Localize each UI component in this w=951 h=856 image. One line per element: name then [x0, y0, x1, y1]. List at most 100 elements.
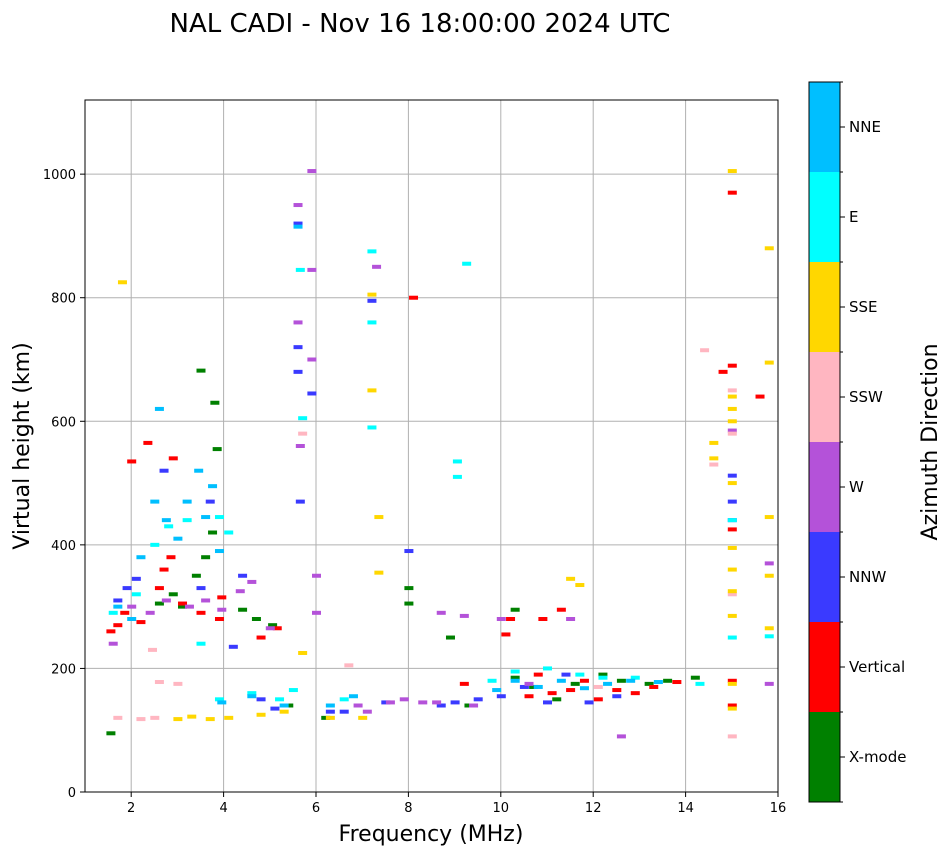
data-point	[298, 416, 308, 421]
data-point	[672, 680, 682, 685]
data-point	[214, 697, 224, 702]
data-point	[131, 576, 141, 581]
data-point	[191, 573, 201, 578]
data-point	[127, 459, 137, 464]
data-point	[196, 368, 206, 373]
data-point	[367, 388, 377, 393]
data-point	[727, 545, 737, 550]
data-point	[566, 576, 576, 581]
colorbar-tick-label: NNE	[849, 118, 881, 136]
data-point	[764, 634, 774, 639]
data-point	[150, 542, 160, 547]
data-point	[201, 598, 211, 603]
series-w	[108, 169, 774, 739]
data-point	[727, 681, 737, 686]
data-point	[217, 595, 227, 600]
data-point	[612, 688, 622, 693]
data-point	[644, 681, 654, 686]
data-point	[404, 586, 414, 591]
y-tick-label: 600	[51, 415, 76, 430]
data-point	[718, 369, 728, 374]
series-nnw	[113, 221, 737, 714]
data-point	[496, 694, 506, 699]
data-point	[727, 169, 737, 174]
data-point	[147, 647, 157, 652]
data-point	[727, 703, 737, 708]
data-point	[288, 688, 298, 693]
data-point	[228, 644, 238, 649]
data-point	[293, 369, 303, 374]
data-point	[187, 714, 197, 719]
data-point	[764, 246, 774, 251]
data-point	[436, 610, 446, 615]
colorbar-tick-label: SSW	[849, 388, 883, 406]
data-points	[106, 169, 774, 739]
x-tick-label: 12	[585, 801, 602, 816]
data-point	[108, 641, 118, 646]
data-point	[510, 675, 520, 680]
data-point	[208, 530, 218, 535]
data-point	[293, 320, 303, 325]
data-point	[127, 604, 137, 609]
data-point	[709, 456, 719, 461]
data-point	[173, 717, 183, 722]
data-point	[584, 700, 594, 705]
data-point	[214, 617, 224, 621]
data-point	[307, 169, 317, 174]
data-point	[136, 620, 146, 625]
data-point	[487, 678, 497, 683]
colorbar-segment	[809, 352, 840, 442]
data-point	[214, 515, 224, 520]
data-point	[374, 570, 384, 575]
series-vertical	[106, 190, 765, 708]
colorbar-tick-label: X-mode	[849, 748, 906, 766]
data-point	[358, 715, 368, 720]
data-point	[385, 700, 395, 705]
data-point	[616, 678, 626, 683]
data-point	[247, 691, 257, 696]
colorbar-segment	[809, 712, 840, 802]
data-point	[519, 684, 529, 689]
data-point	[616, 734, 626, 739]
data-point	[182, 518, 192, 523]
data-point	[469, 703, 479, 708]
data-point	[524, 694, 534, 699]
data-point	[709, 440, 719, 445]
data-point	[272, 626, 282, 631]
data-point	[593, 684, 603, 689]
data-point	[543, 666, 552, 671]
data-point	[247, 579, 257, 584]
colorbar: X-mode Vertical NNW W SSW SSE E NNE	[808, 81, 906, 803]
data-point	[367, 298, 377, 303]
data-point	[210, 400, 220, 405]
data-point	[339, 709, 349, 714]
data-point	[238, 573, 248, 578]
data-point	[307, 357, 317, 362]
data-point	[764, 573, 774, 578]
plot-frame	[84, 99, 779, 793]
plot-area: 2 4 6 8 10 12 14 16 0 200 400 600 800 1000	[43, 99, 786, 816]
y-axis-label: Virtual height (km)	[10, 342, 35, 549]
colorbar-segment	[809, 262, 840, 352]
data-point	[764, 681, 774, 686]
data-point	[464, 703, 474, 708]
colorbar-tick-label: W	[849, 478, 864, 496]
colorbar-tick-label: SSE	[849, 298, 878, 316]
data-point	[727, 635, 737, 640]
data-point	[367, 292, 377, 297]
series-x-mode	[106, 368, 700, 736]
data-point	[312, 610, 321, 615]
data-point	[173, 536, 183, 541]
data-point	[238, 607, 248, 612]
data-point	[136, 717, 146, 722]
data-point	[298, 650, 308, 655]
colorbar-segment	[809, 442, 840, 532]
data-point	[196, 586, 206, 591]
data-point	[127, 617, 137, 621]
data-point	[212, 447, 222, 452]
data-point	[570, 681, 580, 686]
data-point	[727, 527, 737, 532]
data-point	[727, 567, 737, 572]
data-point	[205, 499, 215, 504]
data-point	[626, 678, 636, 683]
